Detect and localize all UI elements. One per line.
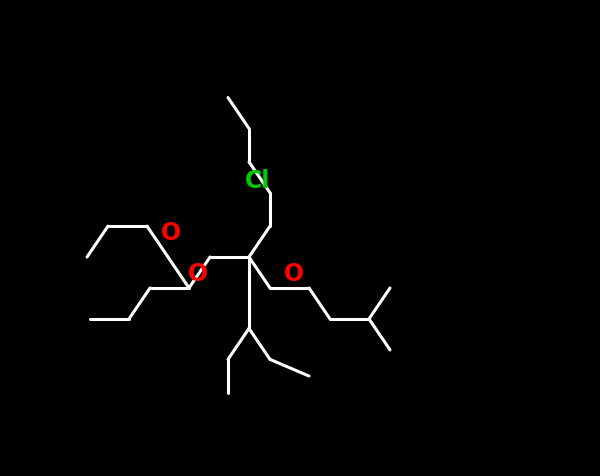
- Text: O: O: [161, 221, 181, 245]
- Text: Cl: Cl: [245, 169, 271, 193]
- Text: O: O: [188, 262, 208, 286]
- Text: O: O: [284, 262, 304, 286]
